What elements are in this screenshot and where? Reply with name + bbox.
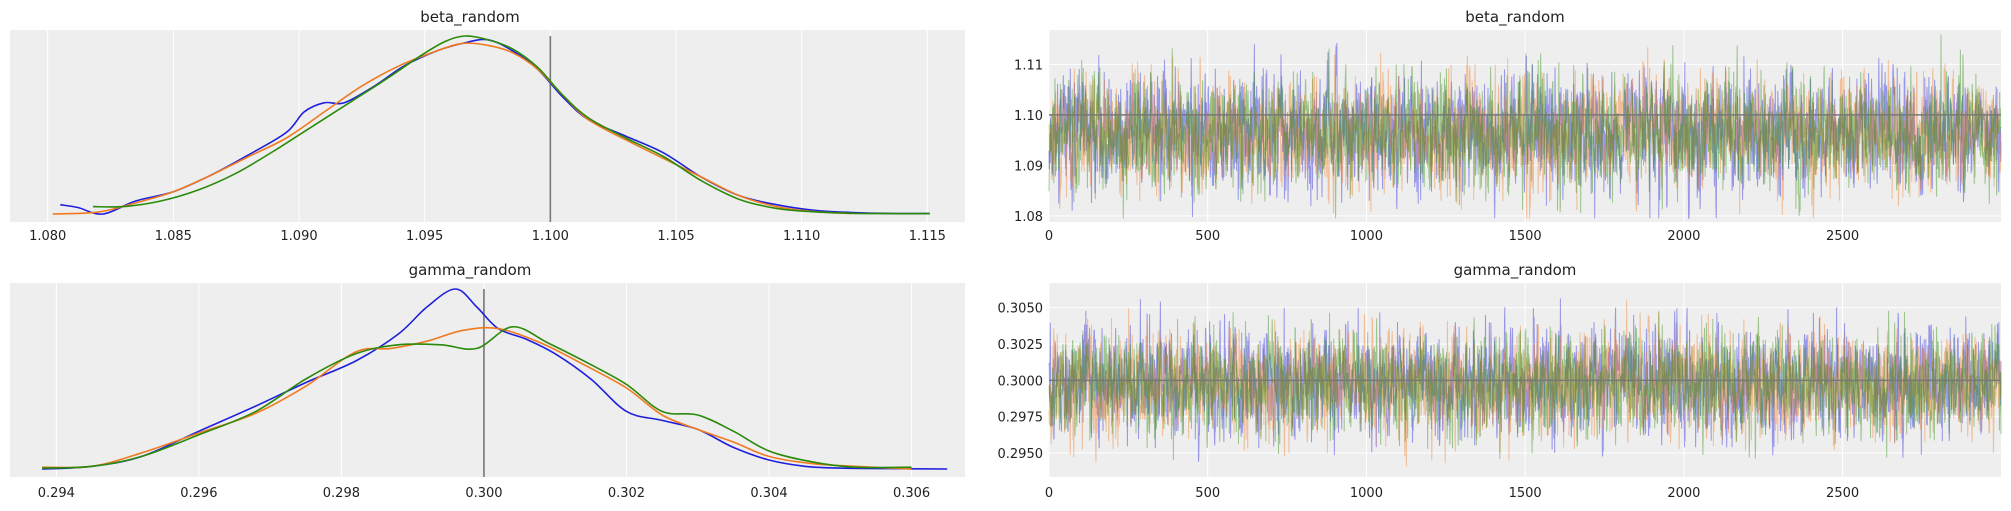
x-tick-label: 1000 <box>1350 486 1383 501</box>
panel-title: gamma_random <box>1454 261 1577 280</box>
plot-area <box>10 283 965 477</box>
density-curves <box>52 35 930 215</box>
y-tick-label: 0.3000 <box>998 374 1044 389</box>
trace-series-2 <box>1048 47 2002 219</box>
x-tick-label: 0.306 <box>893 486 930 501</box>
x-tick-label: 1.080 <box>29 229 66 244</box>
density-series-3 <box>42 325 912 469</box>
trace-series-1 <box>1048 42 2002 219</box>
x-tick-label: 1000 <box>1350 229 1383 244</box>
panel-gamma-trace: gamma_random 0 500 1000 1500 2000 2500 0.2950… <box>998 261 2002 501</box>
panel-gamma-density: gamma_random 0.294 0.296 0.298 0.300 0.302 0.… <box>10 261 965 501</box>
x-tick-label: 1500 <box>1509 229 1542 244</box>
y-tick-labels: 1.08 1.09 1.10 1.11 <box>1014 58 1043 225</box>
panel-title: gamma_random <box>409 261 532 280</box>
x-tick-label: 0 <box>1045 229 1053 244</box>
x-tick-label: 500 <box>1195 486 1220 501</box>
y-tick-label: 0.2975 <box>998 411 1044 426</box>
x-tick-label: 1.110 <box>783 229 820 244</box>
trace-series-2 <box>1048 299 2002 467</box>
x-tick-label: 2000 <box>1667 229 1700 244</box>
density-series-3 <box>92 35 930 215</box>
x-tick-label: 0 <box>1045 486 1053 501</box>
x-tick-labels: 1.080 1.085 1.090 1.095 1.100 1.105 1.110 1.115 <box>29 229 946 244</box>
x-tick-label: 0.296 <box>180 486 217 501</box>
y-tick-label: 1.11 <box>1014 58 1043 73</box>
x-tick-label: 1.100 <box>532 229 569 244</box>
y-tick-label: 1.10 <box>1014 109 1043 124</box>
x-tick-label: 2000 <box>1667 486 1700 501</box>
x-tick-label: 1.090 <box>280 229 317 244</box>
density-series-2 <box>52 42 852 215</box>
x-tick-label: 2500 <box>1826 486 1859 501</box>
x-tick-label: 1.105 <box>657 229 694 244</box>
x-tick-label: 1.115 <box>909 229 946 244</box>
x-tick-label: 0.304 <box>750 486 787 501</box>
density-curves <box>42 288 948 470</box>
panel-beta-trace: beta_random 0 500 1000 1500 2000 2500 1.081.0… <box>1014 8 2002 244</box>
trace-lines <box>1048 34 2002 219</box>
y-tick-label: 0.3050 <box>998 302 1044 317</box>
x-tick-label: 2500 <box>1826 229 1859 244</box>
x-tick-label: 0.300 <box>465 486 502 501</box>
y-tick-label: 1.08 <box>1014 210 1043 225</box>
y-tick-label: 0.3025 <box>998 338 1044 353</box>
y-tick-label: 1.09 <box>1014 159 1043 174</box>
x-tick-labels: 0 500 1000 1500 2000 2500 <box>1045 486 1859 501</box>
panel-title: beta_random <box>420 8 520 27</box>
x-tick-label: 1.085 <box>155 229 192 244</box>
panel-title: beta_random <box>1465 8 1565 27</box>
x-tick-label: 0.298 <box>323 486 360 501</box>
x-tick-labels: 0 500 1000 1500 2000 2500 <box>1045 229 1859 244</box>
plot-area <box>10 30 965 222</box>
x-tick-label: 1500 <box>1509 486 1542 501</box>
y-tick-labels: 0.2950 0.2975 0.3000 0.3025 0.3050 <box>998 302 1044 462</box>
trace-series-3 <box>1048 34 2002 219</box>
x-tick-labels: 0.294 0.296 0.298 0.300 0.302 0.304 0.306 <box>38 486 930 501</box>
panel-beta-density: beta_random 1.080 1.085 1.090 1.095 1.100 1.1… <box>10 8 965 244</box>
y-tick-label: 0.2950 <box>998 447 1044 462</box>
x-tick-label: 0.302 <box>608 486 645 501</box>
x-tick-label: 0.294 <box>38 486 75 501</box>
density-series-2 <box>42 326 912 470</box>
trace-lines <box>1048 298 2002 467</box>
trace-series-3 <box>1048 310 2002 461</box>
density-series-1 <box>42 288 948 470</box>
trace-series-1 <box>1048 298 2002 462</box>
x-tick-label: 500 <box>1195 229 1220 244</box>
x-tick-label: 1.095 <box>406 229 443 244</box>
